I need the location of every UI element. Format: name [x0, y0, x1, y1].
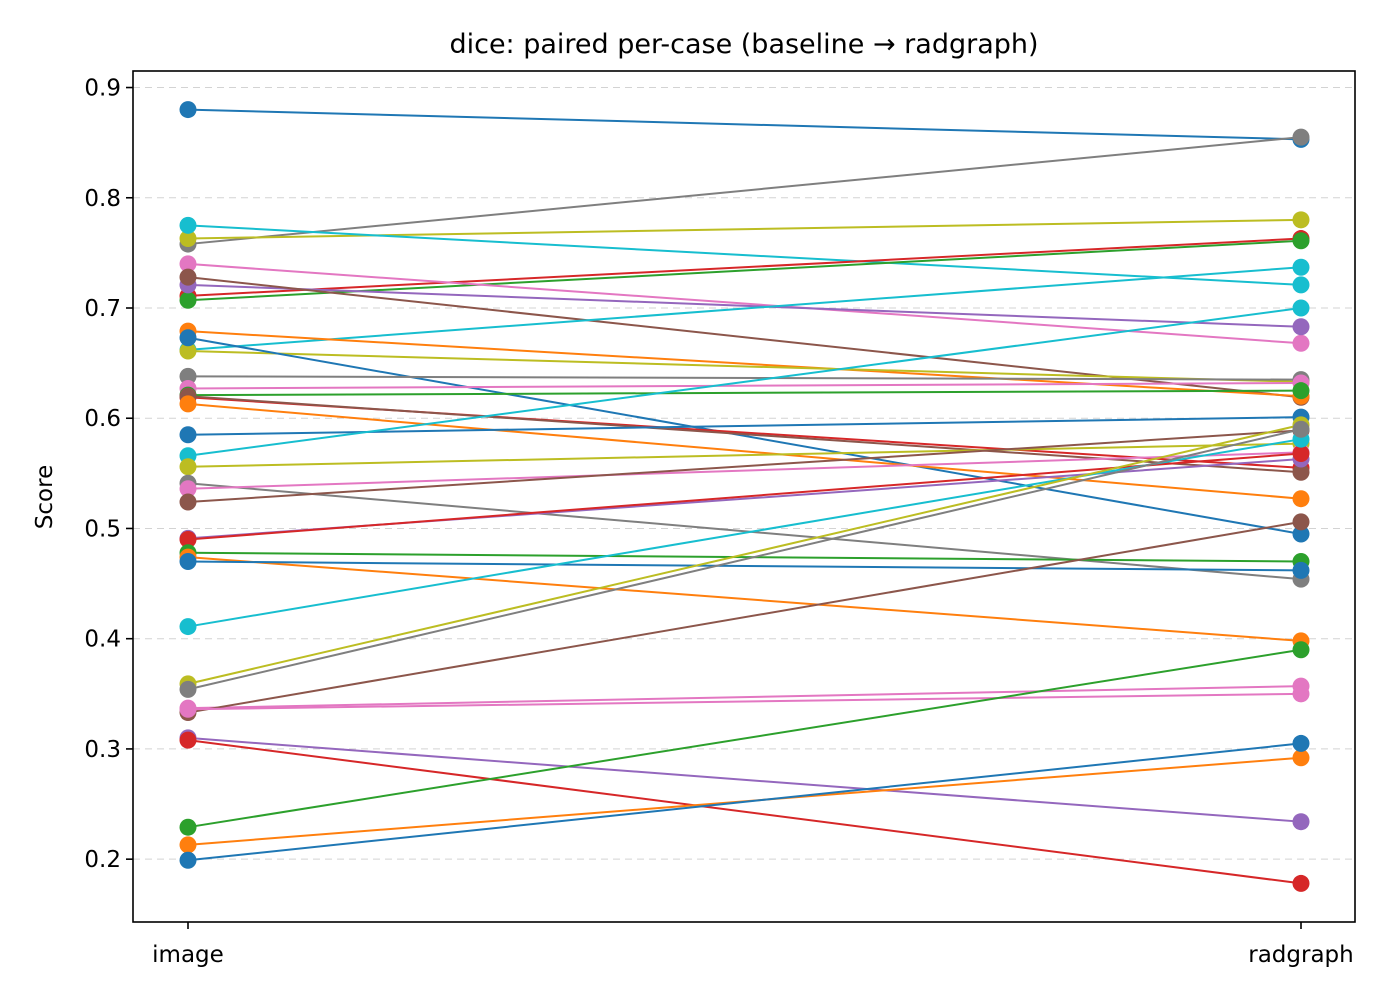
y-tick-label: 0.6	[84, 406, 121, 432]
y-axis-label: Score	[32, 465, 58, 529]
case-point-image	[179, 367, 197, 385]
y-tick-label: 0.2	[84, 847, 121, 873]
case-line	[187, 520, 1302, 714]
x-tick-label: image	[152, 942, 224, 968]
case-line	[187, 438, 1302, 628]
y-tick-label: 0.4	[84, 627, 121, 653]
case-line	[187, 736, 1302, 823]
case-point-image	[179, 700, 197, 718]
case-point-image	[179, 101, 197, 119]
case-line	[187, 262, 1302, 345]
case-line	[187, 136, 1302, 246]
case-line	[187, 692, 1302, 711]
case-point-image	[179, 329, 197, 347]
case-point-image	[179, 291, 197, 309]
case-line	[187, 336, 1302, 535]
case-point-radgraph	[1292, 232, 1310, 250]
case-point-image	[179, 553, 197, 571]
y-tick-label: 0.3	[84, 737, 121, 763]
case-line	[187, 375, 1302, 381]
case-point-radgraph	[1292, 299, 1310, 317]
x-tick-label: radgraph	[1248, 942, 1353, 968]
case-line	[187, 551, 1302, 563]
case-point-image	[179, 680, 197, 698]
case-point-radgraph	[1292, 463, 1310, 481]
case-point-radgraph	[1292, 525, 1310, 543]
case-line	[187, 237, 1302, 297]
case-point-radgraph	[1292, 813, 1310, 831]
case-point-radgraph	[1292, 685, 1310, 703]
case-line	[187, 429, 1302, 504]
case-point-radgraph	[1292, 734, 1310, 752]
case-point-radgraph	[1292, 513, 1310, 531]
case-line	[187, 739, 1302, 885]
case-line	[187, 239, 1302, 302]
case-line	[187, 685, 1302, 710]
case-line	[187, 108, 1302, 141]
series-points	[179, 101, 1310, 892]
case-line	[187, 307, 1302, 457]
case-line	[187, 428, 1302, 691]
case-point-image	[179, 268, 197, 286]
case-point-radgraph	[1292, 874, 1310, 892]
case-point-radgraph	[1292, 445, 1310, 463]
case-point-radgraph	[1292, 276, 1310, 294]
y-tick-label: 0.8	[84, 186, 121, 212]
case-point-radgraph	[1292, 318, 1310, 336]
case-point-image	[179, 530, 197, 548]
y-tick-label: 0.7	[84, 296, 121, 322]
series-lines	[187, 108, 1302, 885]
case-line	[187, 442, 1302, 468]
case-point-radgraph	[1292, 258, 1310, 276]
case-point-radgraph	[1292, 749, 1310, 767]
case-line	[187, 330, 1302, 398]
case-point-image	[179, 851, 197, 869]
case-line	[187, 395, 1302, 474]
y-tick-label: 0.9	[84, 76, 121, 102]
case-point-image	[179, 426, 197, 444]
case-point-radgraph	[1292, 211, 1310, 229]
case-point-image	[179, 493, 197, 511]
case-point-radgraph	[1292, 334, 1310, 352]
case-point-image	[179, 255, 197, 273]
case-line	[187, 266, 1302, 351]
case-point-radgraph	[1292, 561, 1310, 579]
case-point-radgraph	[1292, 490, 1310, 508]
case-point-image	[179, 458, 197, 476]
case-point-image	[179, 230, 197, 248]
case-line	[187, 283, 1302, 328]
case-point-image	[179, 395, 197, 413]
case-line	[187, 742, 1302, 862]
plot-frame	[132, 70, 1356, 923]
case-line	[187, 560, 1302, 572]
case-point-radgraph	[1292, 128, 1310, 146]
y-axis-ticks: 0.2 0.3 0.4 0.5 0.6 0.7 0.8 0.9	[84, 76, 133, 873]
case-point-image	[179, 836, 197, 854]
case-line	[187, 402, 1302, 500]
case-point-radgraph	[1292, 420, 1310, 438]
chart-title: dice: paired per-case (baseline → radgra…	[449, 29, 1038, 60]
case-line	[187, 482, 1302, 581]
case-line	[187, 451, 1302, 490]
case-line	[187, 556, 1302, 642]
case-line	[187, 349, 1302, 383]
x-axis-ticks: image radgraph	[152, 922, 1354, 968]
case-point-image	[179, 216, 197, 234]
case-point-image	[179, 480, 197, 498]
case-line	[187, 381, 1302, 390]
case-point-image	[179, 618, 197, 636]
case-point-image	[179, 731, 197, 749]
case-point-radgraph	[1292, 382, 1310, 400]
case-line	[187, 224, 1302, 286]
case-line	[187, 648, 1302, 829]
case-point-image	[179, 342, 197, 360]
case-point-image	[179, 818, 197, 836]
y-tick-label: 0.5	[84, 516, 121, 542]
case-point-radgraph	[1292, 641, 1310, 659]
case-line	[187, 389, 1302, 397]
case-line	[187, 423, 1302, 685]
